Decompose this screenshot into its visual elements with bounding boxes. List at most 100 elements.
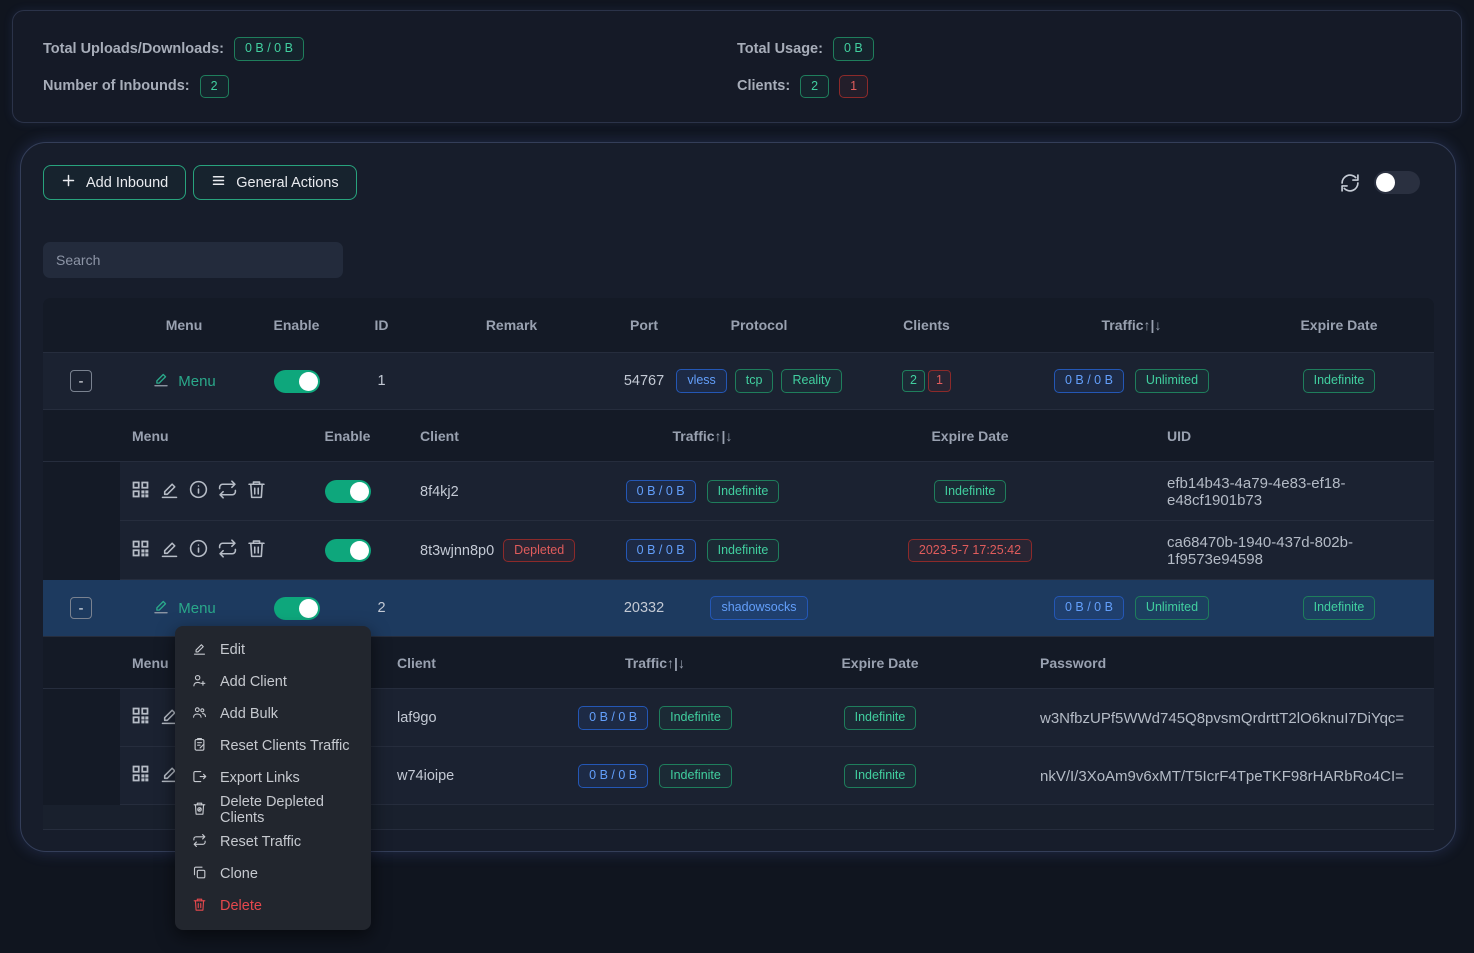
menu-item-add-client[interactable]: Add Client [175,666,371,698]
client-row: 8f4kj2 0 B / 0 B Indefinite Indefinite e… [43,461,1434,521]
general-actions-label: General Actions [236,174,339,191]
edit-pencil-icon[interactable] [159,479,180,505]
dark-mode-toggle[interactable] [1374,171,1420,194]
client-enable-toggle[interactable] [324,480,371,503]
search-input[interactable] [43,242,343,278]
client-password: nkV/I/3XoAm9v6xMT/T5IcrF4TpeTKF98rHARbRo… [1040,767,1404,785]
reset-traffic-icon[interactable] [217,538,238,564]
edit-icon [192,641,207,660]
col-protocol: Protocol [730,317,788,333]
qr-code-icon[interactable] [130,538,151,564]
clients-active-badge: 2 [800,74,830,99]
total-updown-label: Total Uploads/Downloads: [43,40,224,57]
stats-card: Total Uploads/Downloads: 0 B / 0 B Numbe… [12,10,1462,123]
clients-table-1-header: Menu Enable Client Traffic↑|↓ Expire Dat… [43,409,1434,461]
client-traffic: 0 B / 0 B Indefinite [570,706,740,730]
client-actions [120,479,295,505]
qr-code-icon[interactable] [130,705,151,731]
edit-pencil-icon [152,597,170,619]
client-enable-toggle[interactable] [324,539,371,562]
stat-inbounds: Number of Inbounds: 2 [43,74,737,99]
traffic-badge: 0 B / 0 B [578,764,649,788]
row-menu-button[interactable]: Menu [152,597,216,619]
toggle-knob [1376,173,1395,192]
inbound-context-menu: Edit Add Client Add Bulk Reset Clients T… [175,626,371,930]
delete-depleted-clients-icon [192,801,207,820]
traffic-badge: 0 B / 0 B [625,538,696,563]
traffic-limit-badge: Indefinite [706,479,780,504]
col-traffic-sort[interactable]: Traffic↑|↓ [672,427,733,444]
protocol-badge: shadowsocks [710,596,808,620]
client-actions [120,538,295,564]
col-id: ID [374,317,389,333]
inbound-port: 54767 [623,373,665,389]
traffic-limit-badge: Indefinite [706,538,780,563]
toolbar: Add Inbound General Actions [43,165,1434,200]
menu-item-clone[interactable]: Clone [175,858,371,890]
menu-item-reset-clients-traffic[interactable]: Reset Clients Traffic [175,730,371,762]
reset-traffic-icon[interactable] [217,479,238,505]
inbound-row-1: - Menu 1 54767 vless tcp Reality 2 1 [43,352,1434,409]
expire-badge: Indefinite [1302,596,1376,620]
delete-icon [192,897,207,916]
row-menu-button[interactable]: Menu [152,370,216,392]
client-password: w3NfbzUPf5WWd745Q8pvsmQrdrttT2lO6knuI7Di… [1040,709,1405,727]
delete-icon[interactable] [246,538,267,564]
menu-item-add-bulk[interactable]: Add Bulk [175,698,371,730]
refresh-icon[interactable] [1340,173,1360,193]
inbound-traffic: 0 B / 0 B Unlimited [1019,369,1244,393]
col-enable: Enable [273,317,320,333]
client-uid: ca68470b-1940-437d-802b-1f9573e94598 [1167,533,1353,568]
clients-label: Clients: [737,78,791,95]
collapse-row-button[interactable]: - [70,370,92,392]
protocol-badge: vless [676,369,727,393]
toolbar-right [1340,171,1434,194]
add-inbound-button[interactable]: Add Inbound [43,165,187,200]
col-traffic-sort[interactable]: Traffic↑|↓ [625,654,685,671]
inbound-enable-toggle[interactable] [273,596,320,620]
qr-code-icon[interactable] [130,479,151,505]
qr-code-icon[interactable] [130,763,151,789]
client-name: laf9go [397,710,437,726]
depleted-badge: Depleted [503,538,576,563]
client-traffic: 0 B / 0 B Indefinite [610,538,795,563]
inbounds-panel: Add Inbound General Actions Menu Enable … [20,142,1456,852]
col-password: Password [1040,654,1107,671]
col-menu: Menu [132,654,169,671]
add-bulk-icon [192,705,207,724]
info-icon[interactable] [188,538,209,564]
collapse-row-button[interactable]: - [70,597,92,619]
client-name: w74ioipe [397,768,455,784]
protocol-badge: tcp [734,369,774,393]
menu-item-reset-traffic[interactable]: Reset Traffic [175,826,371,858]
edit-pencil-icon[interactable] [159,538,180,564]
stats-right-column: Total Usage: 0 B Clients: 2 1 [737,37,1431,99]
general-actions-button[interactable]: General Actions [193,165,357,200]
traffic-badge: 0 B / 0 B [625,479,696,504]
client-traffic: 0 B / 0 B Indefinite [610,479,795,504]
expire-badge: Indefinite [1302,369,1376,393]
traffic-badge: 0 B / 0 B [578,706,649,730]
delete-icon[interactable] [246,479,267,505]
col-traffic-sort[interactable]: Traffic↑|↓ [1101,317,1162,333]
menu-item-delete[interactable]: Delete [175,890,371,922]
col-clients: Clients [903,317,950,333]
edit-pencil-icon[interactable] [159,763,180,789]
total-usage-label: Total Usage: [737,40,823,57]
col-expire: Expire Date [1300,317,1378,333]
col-client: Client [397,654,436,671]
client-name: 8f4kj2 [420,483,459,500]
plus-icon [61,173,76,192]
menu-item-delete-depleted-clients[interactable]: Delete Depleted Clients [175,794,371,826]
client-uid: efb14b43-4a79-4e83-ef18-e48cf1901b73 [1167,474,1346,509]
menu-item-export-links[interactable]: Export Links [175,762,371,794]
edit-pencil-icon[interactable] [159,705,180,731]
inbound-clients-count: 2 1 [834,370,1019,392]
col-uid: UID [1167,427,1192,444]
menu-item-edit[interactable]: Edit [175,634,371,666]
traffic-badge: 0 B / 0 B [1053,596,1124,620]
info-icon[interactable] [188,479,209,505]
inbound-enable-toggle[interactable] [273,369,320,393]
traffic-badge: 0 B / 0 B [1053,369,1124,393]
reset-clients-traffic-icon [192,737,207,756]
